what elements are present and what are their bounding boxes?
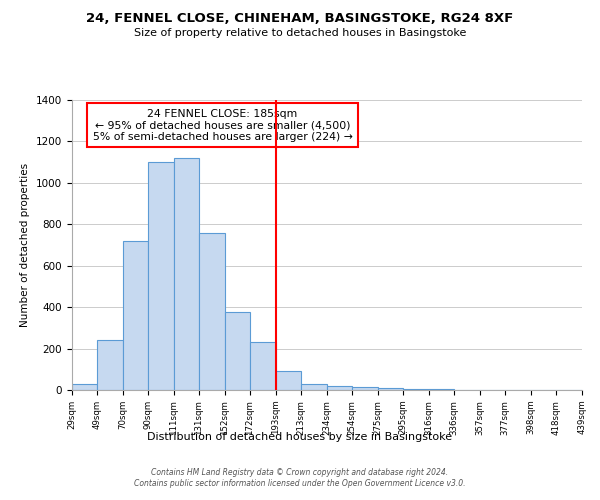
Bar bbox=[403, 389, 429, 390]
Bar bbox=[199, 232, 225, 390]
Text: Size of property relative to detached houses in Basingstoke: Size of property relative to detached ho… bbox=[134, 28, 466, 38]
Bar bbox=[72, 384, 97, 390]
Bar bbox=[327, 386, 352, 390]
Bar bbox=[352, 387, 378, 390]
Text: Contains HM Land Registry data © Crown copyright and database right 2024.
Contai: Contains HM Land Registry data © Crown c… bbox=[134, 468, 466, 487]
Bar bbox=[378, 388, 403, 390]
Text: 24 FENNEL CLOSE: 185sqm
← 95% of detached houses are smaller (4,500)
5% of semi-: 24 FENNEL CLOSE: 185sqm ← 95% of detache… bbox=[92, 108, 352, 142]
Bar bbox=[148, 162, 174, 390]
Text: Distribution of detached houses by size in Basingstoke: Distribution of detached houses by size … bbox=[148, 432, 452, 442]
Bar bbox=[123, 241, 148, 390]
Bar bbox=[225, 312, 250, 390]
Bar bbox=[250, 342, 276, 390]
Bar bbox=[276, 372, 301, 390]
Bar bbox=[301, 384, 327, 390]
Y-axis label: Number of detached properties: Number of detached properties bbox=[20, 163, 31, 327]
Bar bbox=[174, 158, 199, 390]
Text: 24, FENNEL CLOSE, CHINEHAM, BASINGSTOKE, RG24 8XF: 24, FENNEL CLOSE, CHINEHAM, BASINGSTOKE,… bbox=[86, 12, 514, 26]
Bar bbox=[97, 340, 123, 390]
